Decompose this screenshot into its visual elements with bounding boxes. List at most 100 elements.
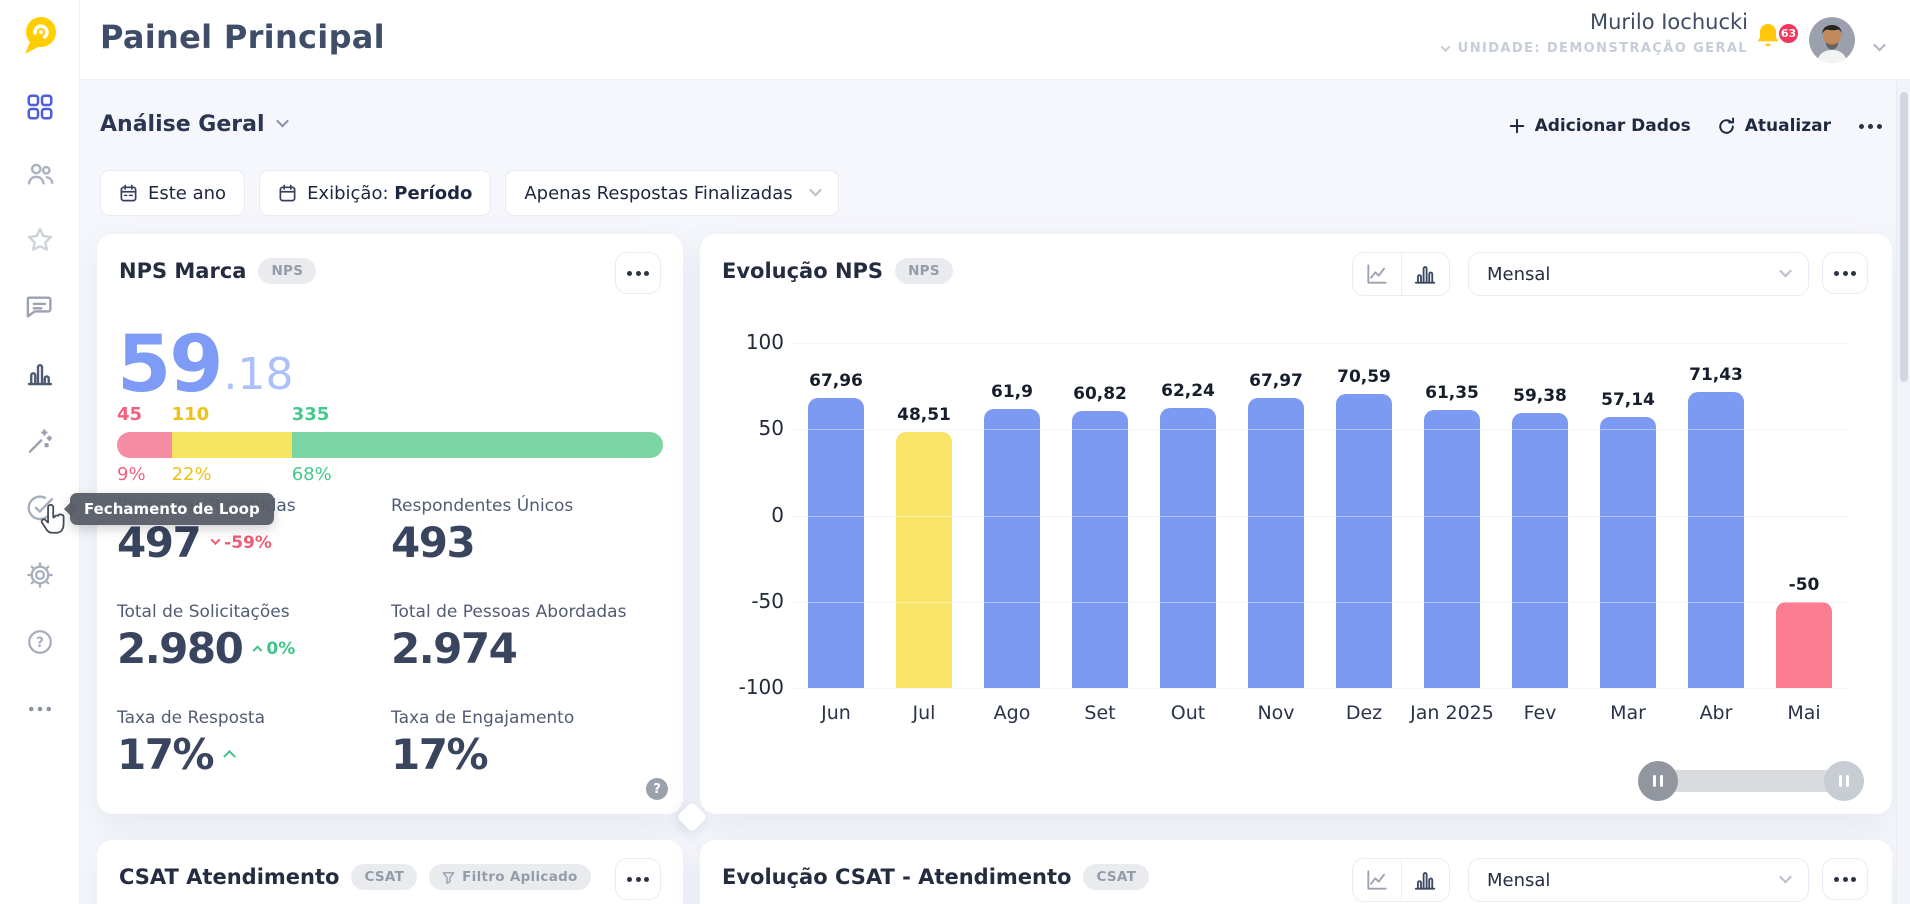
x-tick-label-mai: Mai xyxy=(1787,702,1821,724)
magic-wand-icon xyxy=(28,429,53,453)
stat-value: 493 xyxy=(391,518,476,567)
bar-chart-toggle-button[interactable] xyxy=(1400,253,1449,295)
display-mode-chip[interactable]: Exibição: Período xyxy=(259,170,492,216)
chart-bar-ago[interactable] xyxy=(984,408,1040,688)
x-tick-label-ago: Ago xyxy=(993,702,1031,724)
refresh-label: Atualizar xyxy=(1744,116,1831,136)
sidebar-item-messages[interactable] xyxy=(20,287,60,327)
gridline-overlay xyxy=(792,429,1848,431)
help-button[interactable]: ? xyxy=(646,778,668,800)
profile-menu-chevron[interactable] xyxy=(1873,36,1886,55)
toolbar-more-button[interactable] xyxy=(1857,118,1884,135)
dashboard-selector[interactable]: Análise Geral xyxy=(100,112,289,137)
gauge-segment-neutros xyxy=(171,432,292,458)
notification-badge: 63 xyxy=(1777,22,1800,45)
sidebar-item-contacts[interactable] xyxy=(20,154,60,194)
sidebar-item-settings[interactable] xyxy=(20,555,60,595)
calendar-icon xyxy=(279,184,296,201)
slider-handle-left[interactable] xyxy=(1638,761,1678,801)
line-chart-toggle-button[interactable] xyxy=(1353,253,1401,295)
stat-value: 17% xyxy=(391,730,489,779)
gauge-count-detratores: 45 xyxy=(117,404,143,425)
gauge-count-promotores: 335 xyxy=(291,404,330,425)
display-mode-prefix: Exibição: xyxy=(307,182,395,204)
star-icon xyxy=(27,227,53,251)
csat-evolution-card: Evolução CSAT - Atendimento CSAT Mensal xyxy=(700,840,1892,904)
stat-value: 497 xyxy=(117,518,202,567)
chart-bar-dez[interactable] xyxy=(1336,393,1392,688)
notifications-button[interactable]: 63 xyxy=(1752,20,1800,60)
chart-bar-mar[interactable] xyxy=(1600,416,1656,688)
page-title: Painel Principal xyxy=(100,18,385,56)
sidebar-item-automations[interactable] xyxy=(20,421,60,461)
chart-range-slider[interactable] xyxy=(1638,761,1864,801)
chart-bar-fev[interactable] xyxy=(1512,413,1568,688)
x-tick-label-jun: Jun xyxy=(821,702,851,724)
bar-value-label: 70,59 xyxy=(1337,366,1391,387)
bar-value-label: 57,14 xyxy=(1601,389,1655,410)
csat-badge: CSAT xyxy=(1083,864,1150,890)
chart-bar-nov[interactable] xyxy=(1248,398,1304,688)
bar-value-label: 59,38 xyxy=(1513,386,1567,407)
sidebar-item-loop-closure[interactable] xyxy=(20,488,60,528)
stat-total-people: Total de Pessoas Abordadas 2.974 xyxy=(391,602,663,672)
period-select[interactable]: Mensal xyxy=(1468,858,1809,902)
line-chart-icon xyxy=(1367,870,1387,890)
logo-speech-bubble-icon xyxy=(25,17,56,54)
bar-value-label: 67,97 xyxy=(1249,371,1303,392)
chevron-down-icon xyxy=(1779,264,1792,278)
chart-bar-out[interactable] xyxy=(1160,408,1216,688)
bar-chart-toggle-button[interactable] xyxy=(1400,859,1449,901)
sidebar-item-favorites[interactable] xyxy=(20,220,60,260)
csat-evolution-more-button[interactable] xyxy=(1822,858,1868,900)
refresh-button[interactable]: Atualizar xyxy=(1717,116,1831,136)
nps-card-title: NPS Marca xyxy=(119,259,247,283)
chart-bar-abr[interactable] xyxy=(1688,392,1744,688)
bar-value-label: 61,35 xyxy=(1425,382,1479,403)
chart-bar-jul[interactable] xyxy=(896,431,952,688)
nps-card-more-button[interactable] xyxy=(615,252,661,294)
period-filter-chip[interactable]: Este ano xyxy=(100,170,246,216)
sidebar-item-reports[interactable] xyxy=(20,354,60,394)
gauge-count-neutros: 110 xyxy=(171,404,210,425)
x-tick-label-fev: Fev xyxy=(1523,702,1557,724)
line-chart-toggle-button[interactable] xyxy=(1353,859,1401,901)
chevron-down-icon xyxy=(808,183,822,197)
responses-filter-chip[interactable]: Apenas Respostas Finalizadas xyxy=(505,170,839,216)
x-tick-label-jan-2025: Jan 2025 xyxy=(1410,702,1494,724)
slider-handle-right[interactable] xyxy=(1824,761,1864,801)
unit-selector[interactable]: UNIDADE: DEMONSTRAÇÃO GERAL xyxy=(1440,41,1748,56)
bar-value-label: 67,96 xyxy=(809,371,863,392)
scrollbar-thumb[interactable] xyxy=(1900,92,1908,382)
funnel-icon xyxy=(442,871,455,884)
y-tick-label: -50 xyxy=(751,588,784,613)
csat-card-more-button[interactable] xyxy=(615,858,661,900)
gauge-percent-promotores: 68% xyxy=(291,464,332,485)
chart-x-axis: Jun Jul Ago Set Out Nov Dez Jan 2025 Fev Mar Abr Ma… xyxy=(792,702,1848,732)
stat-label: Taxa de Engajamento xyxy=(391,708,575,728)
chart-bar-set[interactable] xyxy=(1072,410,1128,688)
refresh-icon xyxy=(1718,117,1734,134)
stat-delta-up xyxy=(223,749,239,763)
app-logo[interactable] xyxy=(18,12,62,56)
sidebar-item-help[interactable]: ? xyxy=(20,622,60,662)
nps-evolution-more-button[interactable] xyxy=(1822,252,1868,294)
period-filter-label: Este ano xyxy=(148,182,227,204)
chart-bar-jan-2025[interactable] xyxy=(1424,409,1480,688)
stat-delta-up: 0% xyxy=(252,639,295,659)
user-avatar[interactable] xyxy=(1809,17,1855,63)
trend-up-icon xyxy=(223,749,236,763)
sidebar-item-more[interactable] xyxy=(20,689,60,729)
page-scrollbar[interactable] xyxy=(1896,80,1910,904)
stat-total-requests: Total de Solicitações 2.980 0% xyxy=(117,602,389,672)
stat-value: 2.974 xyxy=(391,624,518,673)
sidebar-tooltip: Fechamento de Loop xyxy=(70,493,274,525)
chart-bar-mai[interactable] xyxy=(1776,601,1832,688)
filter-applied-badge: Filtro Aplicado xyxy=(429,864,591,890)
dashboard-grid-icon xyxy=(27,94,53,120)
sidebar-item-dashboard[interactable] xyxy=(20,87,60,127)
add-data-button[interactable]: Adicionar Dados xyxy=(1508,116,1691,136)
period-select[interactable]: Mensal xyxy=(1468,252,1809,296)
chevron-down-icon xyxy=(1873,38,1886,52)
chart-bar-jun[interactable] xyxy=(808,398,864,688)
